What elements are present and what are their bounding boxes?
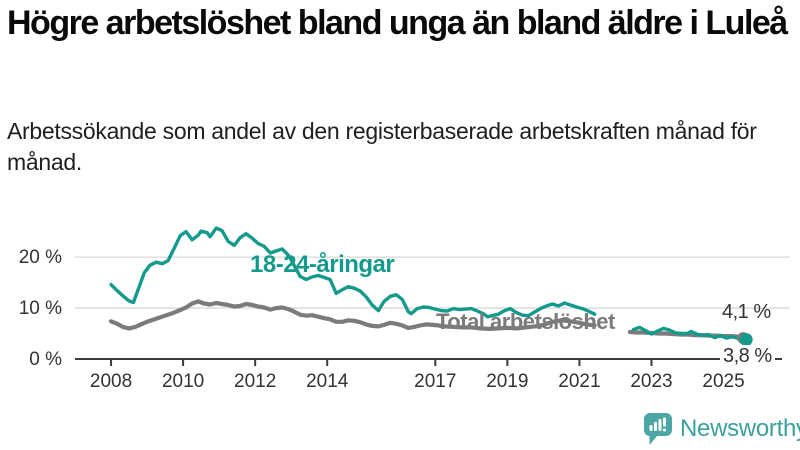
x-tick-label: 2008 xyxy=(90,371,132,392)
y-tick-label: 0 % xyxy=(29,349,62,370)
x-tick-label: 2023 xyxy=(630,371,672,392)
x-tick-label: 2014 xyxy=(306,371,349,392)
series-line-1 xyxy=(631,325,747,342)
end-value-label-young: 3,8 % xyxy=(720,345,775,368)
series-label-total: Total arbetslöshet xyxy=(436,309,615,334)
x-tick-label: 2012 xyxy=(234,371,276,392)
x-tick-label: 2010 xyxy=(162,371,204,392)
end-value-label-total: 4,1 % xyxy=(722,301,771,323)
y-tick-label: 20 % xyxy=(19,247,62,268)
x-tick-label: 2019 xyxy=(486,371,528,392)
series-line-0 xyxy=(108,299,597,331)
x-tick-label: 2025 xyxy=(702,371,744,392)
series-line-1 xyxy=(109,226,597,319)
x-tick-label: 2017 xyxy=(414,371,456,392)
end-dot-1 xyxy=(739,333,753,347)
bar-chart-speech-bubble-icon xyxy=(643,413,672,445)
series-label-18-24: 18-24-åringar xyxy=(250,251,395,278)
x-tick-label: 2021 xyxy=(558,371,600,392)
newsworthy-logo: Newsworthy xyxy=(643,412,800,446)
y-tick-label: 10 % xyxy=(19,298,62,319)
chart-subtitle: Arbetssökande som andel av den registerb… xyxy=(7,118,757,176)
chart-title: Högre arbetslöshet bland unga än bland ä… xyxy=(7,4,788,42)
newsworthy-logo-text: Newsworthy xyxy=(680,415,800,442)
